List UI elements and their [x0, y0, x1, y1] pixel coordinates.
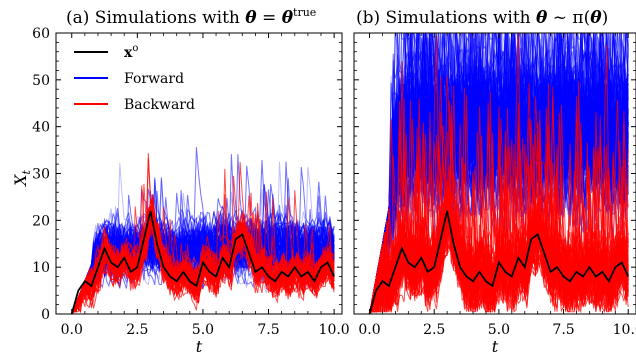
x-tick-label: 10.0	[319, 322, 350, 338]
legend: xo Forward Backward	[74, 43, 195, 113]
backward-trajectory	[71, 206, 335, 314]
panel-b-ticks	[354, 32, 636, 315]
panel-a-title: (a) Simulations with θ = θtrue	[66, 6, 316, 28]
x-tick-label: 7.5	[552, 322, 574, 338]
y-tick-label: 40	[32, 120, 50, 136]
x-tick-label: 0.0	[61, 322, 83, 338]
observed-series-line	[368, 210, 630, 314]
panel-a-trajectories	[71, 147, 335, 314]
x-tick-label: 0.0	[358, 322, 380, 338]
x-tick-label: 2.5	[126, 322, 148, 338]
x-tick-label: 2.5	[423, 322, 445, 338]
y-tick-label: 60	[32, 26, 50, 42]
legend-observed-label: xo	[124, 43, 138, 61]
panel-b-title: (b) Simulations with θ ~ π(θ)	[356, 8, 608, 28]
x-tick-label: 5.0	[488, 322, 510, 338]
y-tick-label: 30	[32, 167, 50, 183]
panel-b-x-tick-labels: 0.0 2.5 5.0 7.5 10.0	[358, 322, 636, 338]
y-axis-label: Xt	[11, 170, 33, 188]
legend-forward-label: Forward	[124, 71, 184, 87]
panel-a: 0 10 20 30 40 50 60 0.0 2.5 5.0 7.5 10.0 xo Forwar…	[32, 26, 350, 338]
x-tick-label: 10.0	[613, 322, 636, 338]
panel-a-ticks	[56, 32, 342, 315]
y-tick-label: 10	[32, 260, 50, 276]
x-axis-label-b: t	[492, 337, 499, 356]
x-tick-label: 7.5	[257, 322, 279, 338]
x-tick-label: 5.0	[192, 322, 214, 338]
panel-b-observed	[368, 210, 630, 314]
legend-backward-label: Backward	[124, 97, 195, 113]
panel-b: 0.0 2.5 5.0 7.5 10.0	[353, 32, 636, 338]
y-tick-label: 50	[32, 73, 50, 89]
backward-trajectory	[369, 105, 629, 314]
panel-b-trajectories	[369, 33, 629, 314]
observed-series-line	[70, 210, 335, 314]
y-tick-label: 0	[41, 307, 50, 323]
panel-a-y-tick-labels: 0 10 20 30 40 50 60	[32, 26, 50, 323]
panel-a-x-tick-labels: 0.0 2.5 5.0 7.5 10.0	[61, 322, 350, 338]
panel-a-observed	[70, 210, 335, 314]
forward-trajectory	[71, 179, 335, 314]
backward-trajectory	[71, 223, 335, 314]
backward-trajectory	[71, 211, 335, 314]
x-axis-label-a: t	[196, 337, 203, 356]
y-tick-label: 20	[32, 213, 50, 229]
backward-trajectory	[71, 220, 335, 314]
